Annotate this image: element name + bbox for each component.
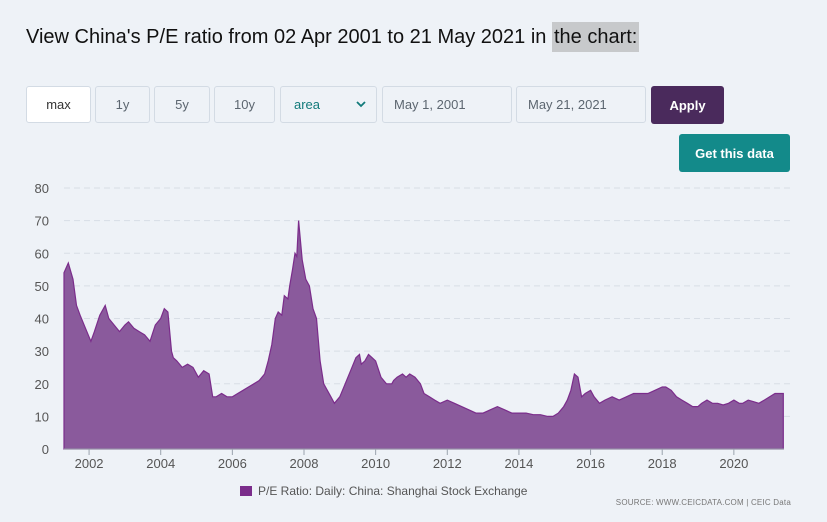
x-tick-label: 2018: [648, 456, 677, 471]
legend-swatch: [240, 486, 252, 496]
chevron-down-icon: [356, 101, 366, 108]
page-title: View China's P/E ratio from 02 Apr 2001 …: [26, 22, 640, 52]
pe-ratio-chart: 0 10 20 30 40 50 60 70 80 2002 2004 2006 2008 2010 20…: [35, 181, 790, 498]
chart-type-value: area: [294, 97, 321, 112]
x-tick-label: 2014: [504, 456, 533, 471]
series-area[interactable]: [63, 220, 784, 450]
y-tick-label: 70: [35, 214, 49, 229]
y-tick-label: 30: [35, 344, 49, 359]
y-tick-label: 10: [35, 409, 49, 424]
start-date-input[interactable]: May 1, 2001: [382, 86, 512, 123]
range-10y-button[interactable]: 10y: [214, 86, 275, 123]
x-tick-label: 2006: [218, 456, 247, 471]
y-tick-label: 20: [35, 377, 49, 392]
apply-button[interactable]: Apply: [651, 86, 724, 124]
source-note: SOURCE: WWW.CEICDATA.COM | CEIC Data: [615, 498, 791, 507]
legend-series-name[interactable]: P/E Ratio: Daily: China: Shanghai Stock …: [258, 484, 528, 498]
x-tick-label: 2008: [290, 456, 319, 471]
y-tick-label: 50: [35, 279, 49, 294]
x-tick-label: 2002: [75, 456, 104, 471]
range-5y-button[interactable]: 5y: [154, 86, 210, 123]
range-max-button[interactable]: max: [26, 86, 91, 123]
end-date-input[interactable]: May 21, 2021: [516, 86, 646, 123]
x-tick-label: 2012: [433, 456, 462, 471]
y-tick-label: 0: [42, 442, 49, 457]
y-tick-label: 60: [35, 246, 49, 261]
y-tick-label: 40: [35, 312, 49, 327]
x-tick-label: 2016: [576, 456, 605, 471]
get-data-button[interactable]: Get this data: [679, 134, 790, 172]
range-1y-button[interactable]: 1y: [95, 86, 150, 123]
x-tick-label: 2004: [146, 456, 175, 471]
x-tick-label: 2020: [719, 456, 748, 471]
title-highlight: the chart:: [551, 22, 640, 52]
x-tick-label: 2010: [361, 456, 390, 471]
chart-type-select[interactable]: area: [280, 86, 377, 123]
title-main: View China's P/E ratio from 02 Apr 2001 …: [26, 26, 547, 48]
y-tick-label: 80: [35, 181, 49, 196]
